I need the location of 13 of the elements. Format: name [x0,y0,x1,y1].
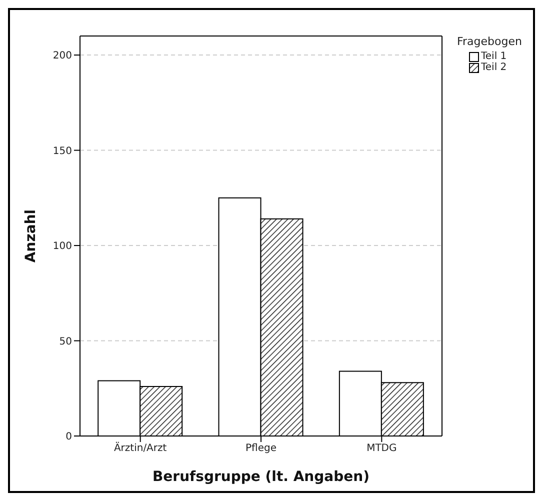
legend-label: Teil 2 [481,62,507,73]
x-tick-label: Pflege [246,443,276,454]
y-axis-title: Anzahl [22,209,39,263]
legend-title: Fragebogen [457,35,523,48]
x-tick-label: MTDG [366,443,397,454]
x-axis-title: Berufsgruppe (lt. Angaben) [152,469,370,485]
x-tick-label: Ärztin/Arzt [114,441,167,454]
y-tick-label: 150 [52,146,72,157]
y-tick-label: 200 [52,50,72,62]
y-tick-label: 50 [59,336,72,348]
legend-label: Teil 1 [481,51,507,62]
y-tick-label: 100 [52,241,72,252]
y-tick-label: 0 [66,432,72,443]
